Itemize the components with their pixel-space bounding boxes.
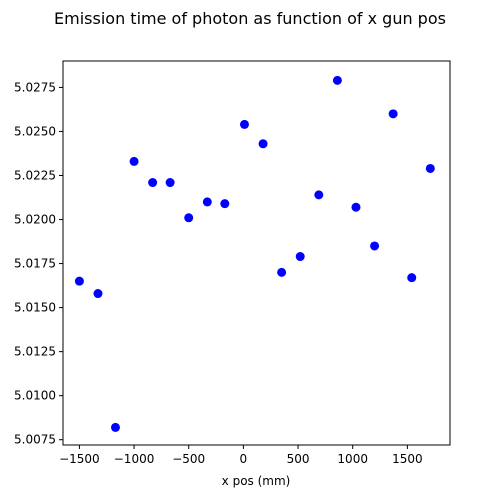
- y-tick-label: 5.0275: [14, 80, 56, 94]
- x-tick-label: 1500: [392, 452, 423, 466]
- data-point: [74, 276, 84, 286]
- x-tick-label: −500: [172, 452, 205, 466]
- plot-area: [74, 75, 435, 432]
- y-tick-label: 5.0200: [14, 213, 56, 227]
- data-point: [220, 199, 230, 209]
- data-point: [165, 178, 175, 188]
- data-point: [184, 213, 194, 223]
- data-point: [388, 109, 398, 119]
- y-tick-label: 5.0100: [14, 389, 56, 403]
- x-tick-label: −1000: [114, 452, 155, 466]
- y-tick-label: 5.0250: [14, 124, 56, 138]
- data-point: [202, 197, 212, 207]
- axes-frame: [62, 60, 451, 446]
- data-point: [93, 289, 103, 299]
- data-point: [148, 178, 158, 188]
- data-point: [351, 202, 361, 212]
- data-point: [332, 75, 342, 85]
- x-axis: −1500 −1000 −500 0 500 1000 1500: [59, 445, 423, 466]
- y-tick-label: 5.0175: [14, 257, 56, 271]
- data-point: [258, 139, 268, 149]
- data-point: [129, 156, 139, 166]
- chart-title: Emission time of photon as function of x…: [54, 9, 446, 28]
- data-point: [239, 119, 249, 129]
- data-point: [314, 190, 324, 200]
- data-point: [370, 241, 380, 251]
- data-point: [110, 422, 120, 432]
- data-point: [425, 163, 435, 173]
- y-tick-label: 5.0225: [14, 168, 56, 182]
- y-tick-label: 5.0150: [14, 301, 56, 315]
- x-tick-label: 0: [240, 452, 248, 466]
- x-tick-label: 500: [287, 452, 310, 466]
- data-point: [295, 252, 305, 262]
- x-tick-label: 1000: [337, 452, 368, 466]
- data-point: [407, 273, 417, 283]
- y-tick-label: 5.0075: [14, 433, 56, 447]
- y-axis: 5.0075 5.0100 5.0125 5.0150 5.0175 5.0200 5.02…: [14, 80, 63, 447]
- data-point: [277, 267, 287, 277]
- x-tick-label: −1500: [59, 452, 100, 466]
- y-tick-label: 5.0125: [14, 345, 56, 359]
- x-axis-label: x pos (mm): [222, 474, 291, 488]
